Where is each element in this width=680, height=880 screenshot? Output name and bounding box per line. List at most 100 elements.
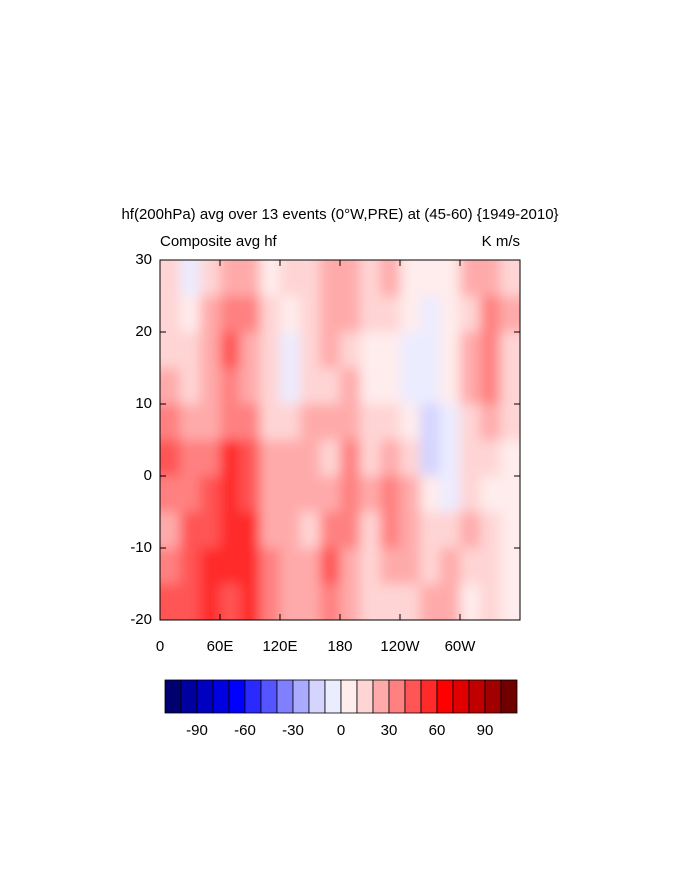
plot-frame xyxy=(159,259,521,621)
field-cell xyxy=(340,548,361,585)
field-cell xyxy=(500,548,520,585)
field-cell xyxy=(300,260,321,297)
field-cell xyxy=(480,296,501,333)
field-cell xyxy=(400,296,421,333)
field-cell xyxy=(260,260,281,297)
colorbar-label: 90 xyxy=(477,722,494,739)
field-cell xyxy=(340,512,361,549)
field-cell xyxy=(360,404,381,441)
colorbar-box xyxy=(292,679,310,714)
field-cell xyxy=(440,440,461,477)
field-cell xyxy=(260,332,281,369)
field-cell xyxy=(180,404,201,441)
field-cell xyxy=(400,368,421,405)
field-cell xyxy=(420,512,441,549)
field-cell xyxy=(240,296,261,333)
y-tick-label: 30 xyxy=(135,251,152,268)
field-cell xyxy=(200,548,221,585)
colorbar-box xyxy=(340,679,358,714)
field-cell xyxy=(200,512,221,549)
field-cell xyxy=(240,476,261,513)
field-cell xyxy=(160,476,181,513)
field-cell xyxy=(500,260,520,297)
colorbar-box xyxy=(500,679,518,714)
colorbar-label: -30 xyxy=(282,722,304,739)
field-cell xyxy=(360,332,381,369)
field-cell xyxy=(340,296,361,333)
field-cell xyxy=(240,332,261,369)
field-cell xyxy=(240,512,261,549)
colorbar-box xyxy=(356,679,374,714)
colorbar-box xyxy=(180,679,198,714)
field-cell xyxy=(300,440,321,477)
field-cell xyxy=(440,332,461,369)
field-cell xyxy=(280,476,301,513)
field-cell xyxy=(460,260,481,297)
field-cell xyxy=(160,584,181,620)
field-cell xyxy=(480,440,501,477)
field-cell xyxy=(280,368,301,405)
field-cell xyxy=(180,548,201,585)
field-cell xyxy=(380,260,401,297)
field-cell xyxy=(200,332,221,369)
field-cell xyxy=(240,404,261,441)
field-cell xyxy=(220,476,241,513)
colorbar-box xyxy=(388,679,406,714)
field-cell xyxy=(480,584,501,620)
field-cell xyxy=(320,296,341,333)
field-cell xyxy=(300,368,321,405)
field-cell xyxy=(160,440,181,477)
field-cell xyxy=(420,476,441,513)
field-cell xyxy=(200,440,221,477)
field-cell xyxy=(240,260,261,297)
colorbar-box xyxy=(404,679,422,714)
field-cell xyxy=(220,548,241,585)
field-cell xyxy=(180,584,201,620)
field-cell xyxy=(420,368,441,405)
field-cell xyxy=(320,332,341,369)
field-cell xyxy=(500,440,520,477)
colorbar-box xyxy=(468,679,486,714)
field-cell xyxy=(240,548,261,585)
field-cell xyxy=(260,548,281,585)
field-cell xyxy=(300,404,321,441)
field-cell xyxy=(320,404,341,441)
field-cell xyxy=(460,296,481,333)
field-cell xyxy=(280,404,301,441)
field-cell xyxy=(500,476,520,513)
field-cell xyxy=(360,512,381,549)
field-cell xyxy=(460,332,481,369)
field-cell xyxy=(260,512,281,549)
field-cell xyxy=(440,512,461,549)
field-cell xyxy=(500,368,520,405)
field-cell xyxy=(180,476,201,513)
field-cell xyxy=(460,512,481,549)
y-tick-label: -10 xyxy=(130,539,152,556)
field-cell xyxy=(280,440,301,477)
field-cell xyxy=(160,260,181,297)
field-cell xyxy=(160,512,181,549)
field-cell xyxy=(280,332,301,369)
field-cell xyxy=(240,440,261,477)
colorbar-box xyxy=(420,679,438,714)
field-cell xyxy=(420,404,441,441)
field-cell xyxy=(380,296,401,333)
field-cell xyxy=(260,296,281,333)
colorbar-box xyxy=(260,679,278,714)
field-cell xyxy=(380,440,401,477)
y-tick-label: 0 xyxy=(144,467,152,484)
field-cell xyxy=(320,548,341,585)
field-cell xyxy=(180,368,201,405)
field-cell xyxy=(260,584,281,620)
field-cell xyxy=(360,548,381,585)
field-cell xyxy=(360,584,381,620)
field-cell xyxy=(460,368,481,405)
x-tick-label: 60E xyxy=(207,638,234,655)
field-cell xyxy=(220,440,241,477)
field-cell xyxy=(260,404,281,441)
field-cell xyxy=(360,260,381,297)
field-cell xyxy=(320,512,341,549)
field-cell xyxy=(440,584,461,620)
field-cell xyxy=(360,296,381,333)
field-cell xyxy=(220,512,241,549)
